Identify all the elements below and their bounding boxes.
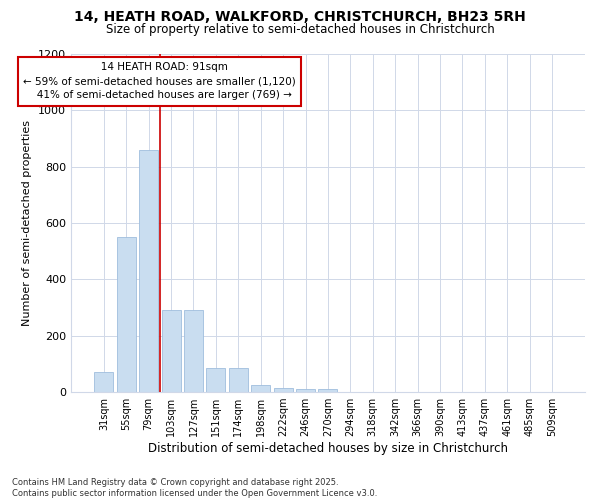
Text: Contains HM Land Registry data © Crown copyright and database right 2025.
Contai: Contains HM Land Registry data © Crown c… (12, 478, 377, 498)
Bar (319, 388, 337, 392)
Bar (296, 388, 315, 392)
Bar (117, 237, 136, 392)
Bar (139, 150, 158, 392)
Text: Size of property relative to semi-detached houses in Christchurch: Size of property relative to semi-detach… (106, 22, 494, 36)
Text: 14 HEATH ROAD: 91sqm
← 59% of semi-detached houses are smaller (1,120)
   41% of: 14 HEATH ROAD: 91sqm ← 59% of semi-detac… (23, 62, 296, 100)
Y-axis label: Number of semi-detached properties: Number of semi-detached properties (22, 120, 32, 326)
Bar (94, 372, 113, 392)
Bar (184, 310, 203, 392)
Bar (161, 310, 181, 392)
Text: 14, HEATH ROAD, WALKFORD, CHRISTCHURCH, BH23 5RH: 14, HEATH ROAD, WALKFORD, CHRISTCHURCH, … (74, 10, 526, 24)
Bar (251, 385, 270, 392)
Bar (206, 368, 226, 392)
X-axis label: Distribution of semi-detached houses by size in Christchurch: Distribution of semi-detached houses by … (148, 442, 508, 455)
Bar (229, 368, 248, 392)
Bar (274, 388, 293, 392)
